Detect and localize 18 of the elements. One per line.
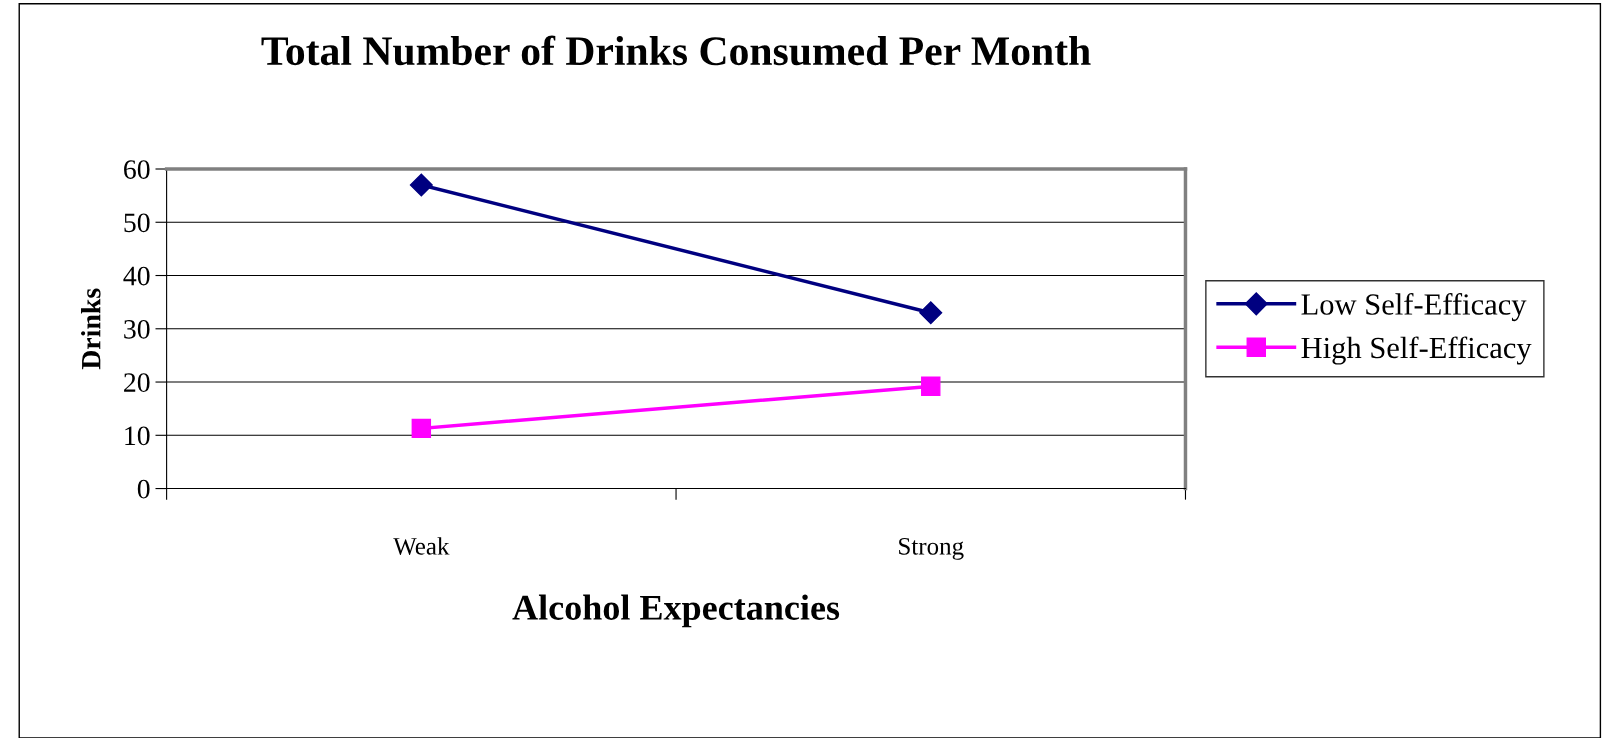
legend-label: Low Self-Efficacy [1301, 293, 1527, 322]
y-tick-label: 20 [124, 373, 150, 392]
y-tick-label: 40 [123, 266, 150, 286]
y-tick-label: 30 [124, 319, 150, 339]
x-axis-title: Alcohol Expectancies [512, 594, 840, 628]
point [409, 173, 433, 197]
y-axis-title: Drinks [81, 288, 101, 370]
x-tick-label: Strong [899, 537, 964, 560]
point [921, 376, 941, 397]
point [411, 418, 432, 439]
y-tick-label: 10 [125, 426, 150, 446]
y-tick-label: 60 [124, 160, 150, 179]
point [919, 301, 943, 325]
legend-label: High Self-Efficacy [1301, 336, 1532, 365]
chart-title: Total Number of Drinks Consumed Per Month [261, 35, 1091, 66]
y-tick-label: 50 [124, 213, 150, 233]
x-tick-label: Weak [393, 537, 450, 555]
y-tick-label: 0 [137, 479, 150, 499]
